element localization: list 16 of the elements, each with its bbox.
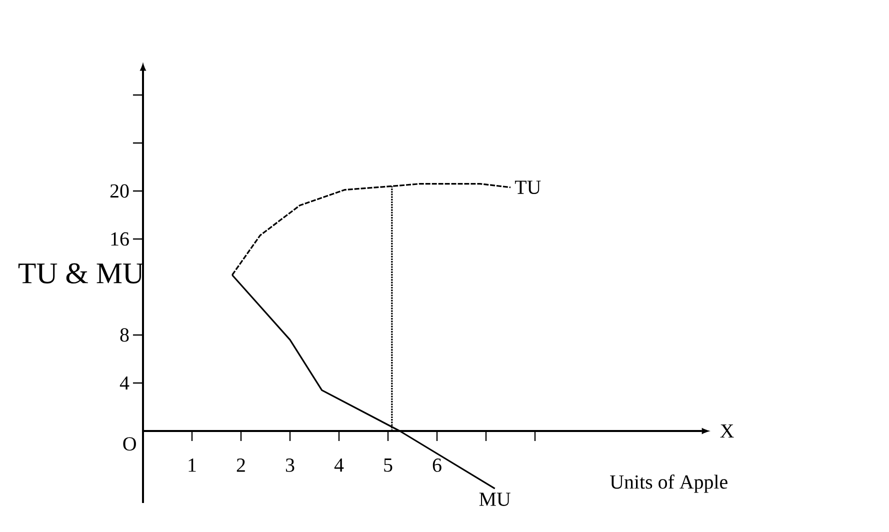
- x-tick-label: 2: [236, 458, 245, 472]
- y-tick-label: 4: [120, 376, 130, 390]
- text: O: [123, 437, 136, 451]
- y-tick-label: 16: [111, 232, 129, 246]
- y-tick-label: 8: [120, 328, 129, 342]
- x-tick-label: 6: [432, 458, 442, 472]
- x-tick-label: 1: [188, 458, 196, 472]
- x-tick-label: 4: [334, 458, 344, 472]
- series-label: TU: [514, 180, 541, 194]
- y-axis-title: TU & MU: [18, 263, 144, 284]
- text: X: [720, 424, 734, 438]
- x-tick-label: 3: [286, 458, 294, 472]
- y-tick-label: 20: [110, 184, 129, 198]
- x-axis-title: Units of Apple: [610, 474, 728, 493]
- x-tick-label: 5: [384, 458, 392, 472]
- series-label: MU: [479, 492, 510, 506]
